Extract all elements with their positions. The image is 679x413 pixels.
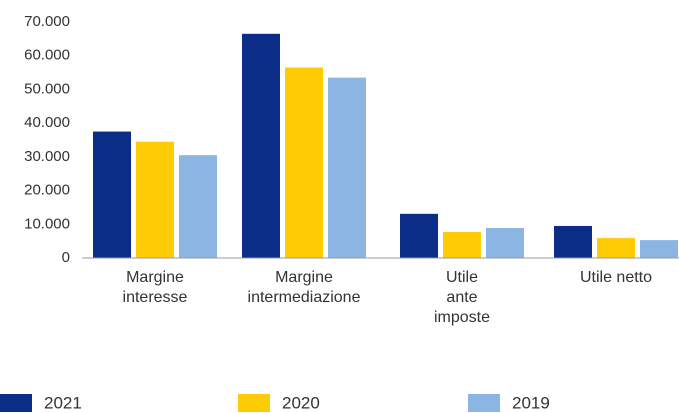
y-tick-label: 0: [62, 249, 70, 266]
bar: [443, 232, 481, 258]
x-tick-label: Utile ante imposte: [433, 269, 491, 326]
y-tick-label: 10.000: [24, 215, 70, 232]
x-tick-label: Margine intermediazione: [247, 269, 361, 306]
legend-swatch: [468, 394, 500, 412]
bar: [328, 77, 366, 258]
bar: [554, 225, 592, 258]
bar: [285, 67, 323, 258]
bar: [179, 155, 217, 258]
bar: [640, 240, 678, 258]
legend-label: 2019: [512, 393, 550, 412]
bar: [93, 131, 131, 258]
y-tick-label: 40.000: [24, 114, 70, 131]
x-tick-label: Margine interesse: [122, 269, 188, 306]
bar: [597, 238, 635, 258]
y-tick-label: 20.000: [24, 182, 70, 199]
y-tick-label: 30.000: [24, 148, 70, 165]
bar: [486, 227, 524, 258]
legend-label: 2020: [282, 393, 320, 412]
legend-label: 2021: [44, 393, 82, 412]
y-tick-label: 50.000: [24, 80, 70, 97]
legend-swatch: [0, 394, 32, 412]
x-tick-label: Utile netto: [579, 269, 653, 286]
bar: [242, 33, 280, 258]
bar: [136, 141, 174, 258]
y-tick-label: 60.000: [24, 47, 70, 64]
y-tick-label: 70.000: [24, 13, 70, 30]
legend-swatch: [238, 394, 270, 412]
bar: [400, 213, 438, 258]
